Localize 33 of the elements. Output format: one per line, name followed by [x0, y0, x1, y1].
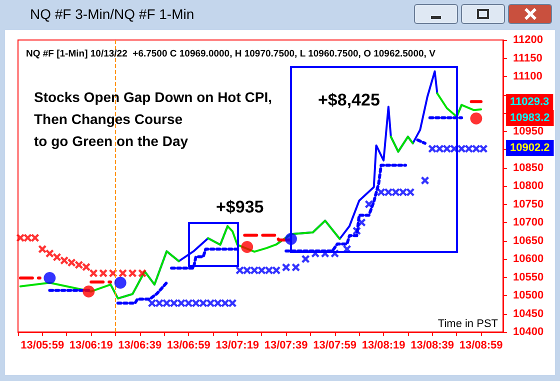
- text: 10902.2: [510, 142, 550, 154]
- x-tick-label: 13/05:59: [20, 340, 64, 352]
- y-tick-label: 10800: [513, 180, 544, 192]
- y-tick-label: 10950: [513, 125, 544, 138]
- x-tick-label: 13/08:19: [362, 340, 406, 352]
- y-tick-label: 10750: [513, 198, 544, 210]
- y-tick-label: 10450: [513, 308, 544, 320]
- y-tick-label: 10850: [513, 162, 544, 174]
- text: NQ #F [1-Min] 10/13/22 +6.7500 C 10969.0000, H 10970.7500, L 10960.7500, O 10962.5000, V: [26, 48, 436, 60]
- chart-title: NQ #F 3-Min/NQ #F 1-Min: [30, 6, 194, 22]
- x-tick-label: 13/08:39: [410, 340, 454, 352]
- y-tick-label: 10550: [513, 271, 544, 284]
- x-tick-label: 13/07:19: [216, 340, 260, 352]
- x-tick-label: 13/08:59: [459, 340, 503, 352]
- x-tick-label: 13/06:19: [69, 340, 113, 352]
- y-tick-label: 10650: [513, 234, 544, 247]
- x-tick-label: 13/07:39: [264, 340, 308, 352]
- text: 11029.3: [510, 96, 550, 108]
- y-tick-label: 10600: [513, 253, 544, 265]
- annotation: Stocks Open Gap Down on Hot CPI, Then Changes Course to go Green on the Day: [34, 89, 272, 149]
- annotation: Time in PST: [438, 318, 498, 330]
- annotation: +$935: [216, 198, 264, 216]
- y-tick-label: 10400: [513, 326, 544, 338]
- x-tick-label: 13/06:59: [166, 340, 210, 352]
- y-tick-label: 10500: [513, 290, 544, 302]
- x-tick-label: 13/06:39: [118, 340, 162, 352]
- y-tick-label: 11150: [513, 52, 542, 64]
- text: 10983.2: [510, 112, 550, 124]
- x-tick-label: 13/07:59: [313, 340, 357, 352]
- y-tick-label: 11200: [513, 34, 543, 46]
- annotation: +$8,425: [318, 90, 380, 110]
- y-tick-label: 10700: [513, 216, 544, 228]
- y-tick-label: 11100: [513, 70, 542, 82]
